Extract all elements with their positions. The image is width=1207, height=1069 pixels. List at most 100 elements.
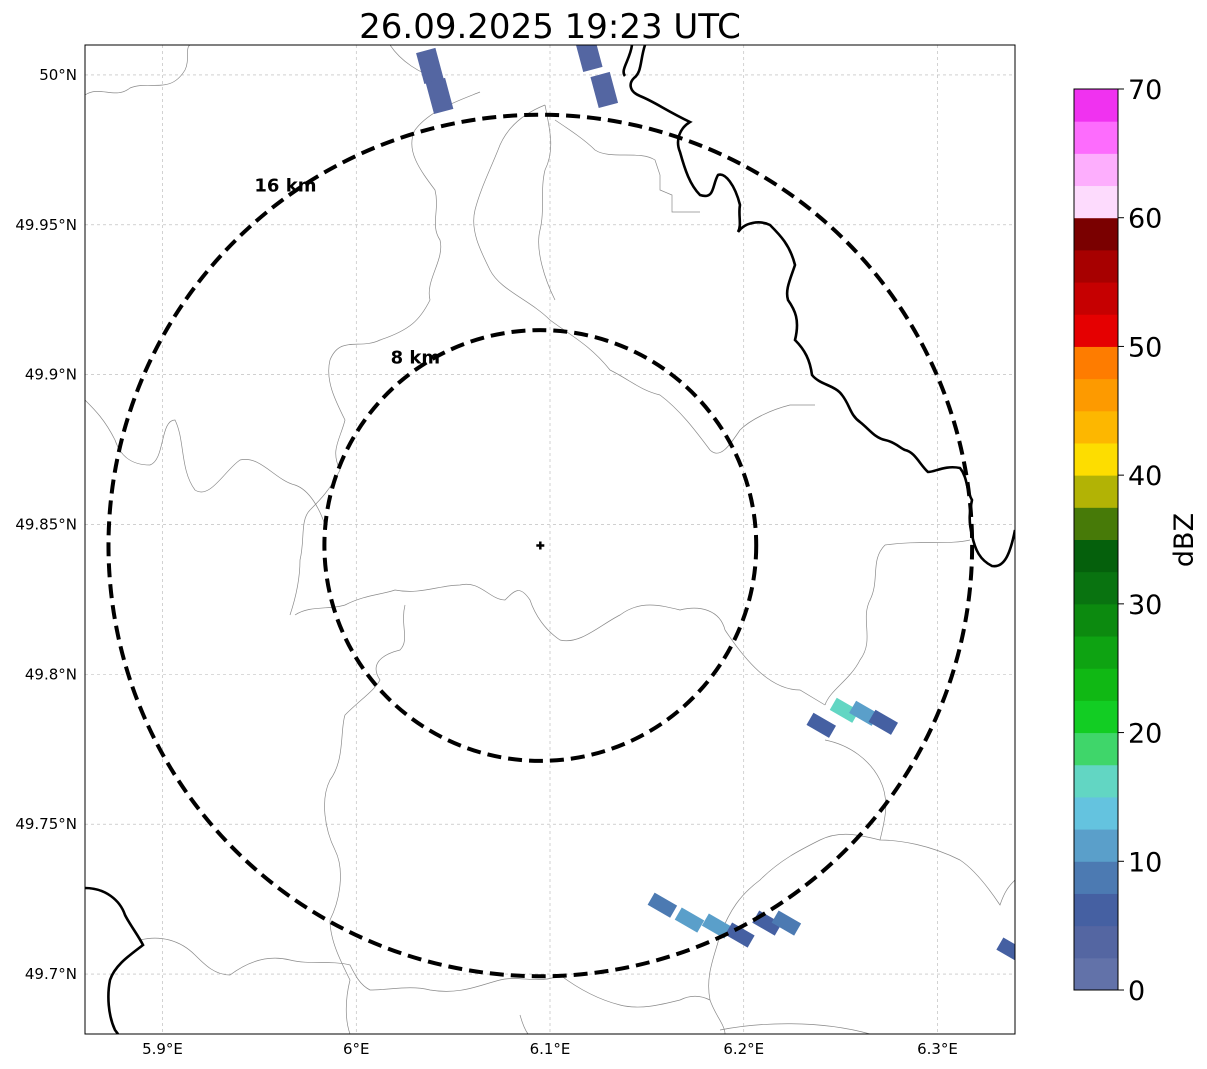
lon-tick-label: 5.9°E [142,1040,183,1058]
lat-tick-label: 49.85°N [15,516,77,534]
colorbar-tick-label: 50 [1128,332,1162,363]
colorbar-tick-label: 40 [1128,461,1162,492]
border-line [324,604,406,1034]
colorbar-bin [1074,442,1118,476]
border-line [724,629,826,706]
lat-tick-label: 49.9°N [25,366,77,384]
border-line [473,104,661,396]
lon-tick-label: 6.3°E [917,1040,958,1058]
lon-tick-label: 6.1°E [530,1040,571,1058]
colorbar-bin [1074,603,1118,637]
radar-echoes [416,45,1015,963]
colorbar-bin [1074,732,1118,766]
colorbar-bin [1074,314,1118,347]
colorbar-bin [1074,346,1118,380]
echo-cell [829,697,860,723]
colorbar-bin [1074,507,1118,540]
national-border-line [622,45,634,77]
map-plot-area[interactable]: 8 km 16 km [84,36,1026,1035]
border-line [519,1014,529,1034]
colorbar-bin [1074,539,1118,573]
echo-cell [574,45,603,73]
colorbar-bin [1074,185,1118,219]
border-line [85,45,191,96]
colorbar-tick-label: 60 [1128,204,1162,235]
latitude-axis: 50°N 49.95°N 49.9°N 49.85°N 49.8°N 49.75°N 49.… [15,66,77,983]
border-line [294,583,726,642]
echo-cell [701,913,732,939]
border-line [824,544,886,706]
colorbar-tick-label: 30 [1128,590,1162,621]
colorbar-tick-label: 10 [1128,847,1162,878]
colorbar-bin [1074,700,1118,734]
colorbar-tick-label: 0 [1128,976,1145,1007]
colorbar: 0 10 20 30 40 50 60 70 dBZ [1073,75,1200,1007]
figure-title: 26.09.2025 19:23 UTC [359,7,741,47]
map-frame [84,44,1016,1035]
national-border-line [85,886,145,1034]
lat-tick-label: 49.95°N [15,216,77,234]
colorbar-bin [1074,121,1118,154]
national-border-line [629,45,1015,568]
radar-site-marker [536,541,545,550]
colorbar-bin [1074,153,1118,187]
colorbar-frame [1073,88,1119,991]
lon-tick-label: 6.2°E [723,1040,764,1058]
border-line [289,91,481,616]
echo-cell [674,907,705,933]
echo-cell [725,922,755,948]
colorbar-bin [1074,764,1118,798]
border-line [554,119,700,213]
border-line [719,1023,871,1034]
colorbar-bin [1074,410,1118,444]
municipal-borders [85,45,1015,1034]
border-line [559,974,711,1008]
border-line [884,539,971,546]
range-ring [322,328,759,763]
national-borders [85,45,1015,1034]
colorbar-bin [1074,957,1118,991]
range-ring [106,112,975,979]
colorbar-bin [1074,571,1118,605]
border-line [659,394,815,454]
echo-cell [771,910,802,936]
colorbar-bin [1074,668,1118,701]
colorbar-bin [1074,636,1118,669]
lon-tick-label: 6°E [343,1040,370,1058]
border-line [538,104,556,301]
colorbar-bin [1074,249,1118,283]
echo-cell [647,892,678,918]
gridlines [85,45,1015,1034]
echo-cell [806,712,837,738]
border-line [139,937,561,992]
colorbar-bin [1074,217,1118,251]
lat-tick-label: 49.75°N [15,815,77,833]
colorbar-bin [1074,893,1118,927]
echo-cell [868,709,899,735]
echo-cell [590,71,619,108]
colorbar-bin [1074,378,1118,412]
lat-tick-label: 49.7°N [25,965,77,983]
border-line [824,739,1015,906]
colorbar-tick-label: 70 [1128,75,1162,106]
colorbar-label: dBZ [1169,513,1200,567]
longitude-axis: 5.9°E 6°E 6.1°E 6.2°E 6.3°E [142,1040,958,1058]
colorbar-bin [1074,475,1118,508]
colorbar-bin [1074,829,1118,862]
colorbar-bin [1074,925,1118,959]
colorbar-bin [1074,89,1118,122]
colorbar-tick-label: 20 [1128,719,1162,750]
echo-cell [416,47,444,85]
colorbar-bin [1074,861,1118,894]
range-ring-label: 16 km [254,175,316,196]
lat-tick-label: 49.8°N [25,665,77,683]
echo-cell [425,77,454,114]
colorbar-bin [1074,282,1118,315]
range-ring-label: 8 km [391,347,441,368]
range-rings: 8 km 16 km [106,112,975,979]
colorbar-bin [1074,796,1118,830]
lat-tick-label: 50°N [39,66,77,84]
echo-cell [996,937,1015,963]
border-line [708,833,881,1034]
